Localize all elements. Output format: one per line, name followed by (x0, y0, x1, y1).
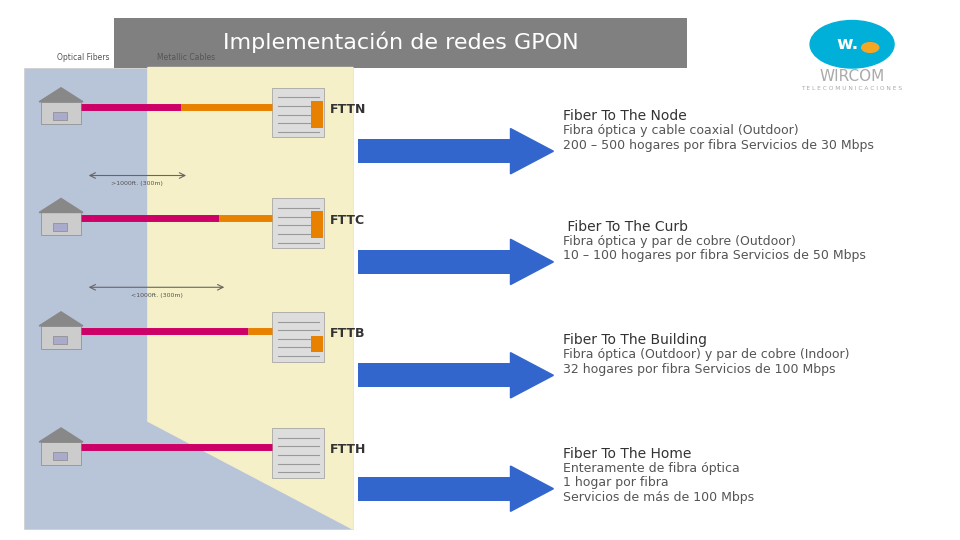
Polygon shape (39, 87, 83, 102)
Text: Fiber To The Node: Fiber To The Node (563, 109, 686, 123)
Text: WIRCOM: WIRCOM (820, 69, 885, 84)
Text: FTTN: FTTN (330, 103, 367, 116)
Text: Fibra óptica y par de cobre (Outdoor): Fibra óptica y par de cobre (Outdoor) (563, 235, 796, 248)
Text: >1000ft. (300m): >1000ft. (300m) (111, 181, 163, 186)
Text: FTTB: FTTB (330, 327, 366, 340)
Polygon shape (511, 353, 553, 398)
FancyBboxPatch shape (311, 211, 323, 239)
Polygon shape (39, 312, 83, 326)
FancyBboxPatch shape (114, 18, 687, 68)
FancyBboxPatch shape (41, 442, 81, 464)
Text: Implementación de redes GPON: Implementación de redes GPON (223, 31, 579, 53)
FancyBboxPatch shape (358, 363, 511, 387)
Text: 1 hogar por fibra: 1 hogar por fibra (563, 476, 668, 489)
Polygon shape (39, 198, 83, 212)
Text: Fibra óptica y cable coaxial (Outdoor): Fibra óptica y cable coaxial (Outdoor) (563, 124, 799, 137)
Circle shape (862, 43, 878, 52)
Polygon shape (511, 466, 553, 511)
FancyBboxPatch shape (272, 199, 324, 248)
FancyBboxPatch shape (41, 102, 81, 125)
Text: <1000ft. (300m): <1000ft. (300m) (131, 293, 182, 298)
Text: 10 – 100 hogares por fibra Servicios de 50 Mbps: 10 – 100 hogares por fibra Servicios de … (563, 249, 866, 262)
Text: Fibra óptica (Outdoor) y par de cobre (Indoor): Fibra óptica (Outdoor) y par de cobre (I… (563, 348, 850, 361)
Circle shape (810, 21, 894, 68)
FancyBboxPatch shape (272, 88, 324, 137)
Polygon shape (39, 428, 83, 442)
FancyBboxPatch shape (53, 452, 67, 460)
FancyBboxPatch shape (41, 212, 81, 235)
FancyBboxPatch shape (53, 112, 67, 120)
Text: Metallic Cables: Metallic Cables (157, 53, 216, 62)
FancyBboxPatch shape (358, 477, 511, 501)
Polygon shape (511, 239, 553, 285)
Text: FTTH: FTTH (330, 443, 367, 456)
FancyBboxPatch shape (358, 250, 511, 274)
Text: T E L E C O M U N I C A C I O N E S: T E L E C O M U N I C A C I O N E S (802, 85, 902, 91)
FancyBboxPatch shape (311, 336, 323, 352)
FancyBboxPatch shape (53, 336, 67, 344)
Text: Enteramente de fibra óptica: Enteramente de fibra óptica (563, 462, 740, 475)
FancyBboxPatch shape (272, 428, 324, 477)
FancyBboxPatch shape (358, 139, 511, 163)
Polygon shape (148, 68, 353, 529)
Text: 200 – 500 hogares por fibra Servicios de 30 Mbps: 200 – 500 hogares por fibra Servicios de… (563, 139, 874, 152)
FancyBboxPatch shape (53, 222, 67, 231)
Text: Fiber To The Building: Fiber To The Building (563, 333, 707, 347)
Text: FTTC: FTTC (330, 213, 365, 227)
Text: Optical Fibers: Optical Fibers (58, 53, 109, 62)
FancyBboxPatch shape (272, 312, 324, 362)
FancyBboxPatch shape (311, 100, 323, 128)
Text: Fiber To The Home: Fiber To The Home (563, 447, 691, 461)
Text: w.: w. (836, 35, 858, 53)
Text: Fiber To The Curb: Fiber To The Curb (563, 220, 688, 234)
Polygon shape (511, 129, 553, 174)
Text: Servicios de más de 100 Mbps: Servicios de más de 100 Mbps (563, 491, 755, 504)
Text: 32 hogares por fibra Servicios de 100 Mbps: 32 hogares por fibra Servicios de 100 Mb… (563, 363, 835, 376)
FancyBboxPatch shape (41, 326, 81, 349)
FancyBboxPatch shape (24, 68, 353, 529)
